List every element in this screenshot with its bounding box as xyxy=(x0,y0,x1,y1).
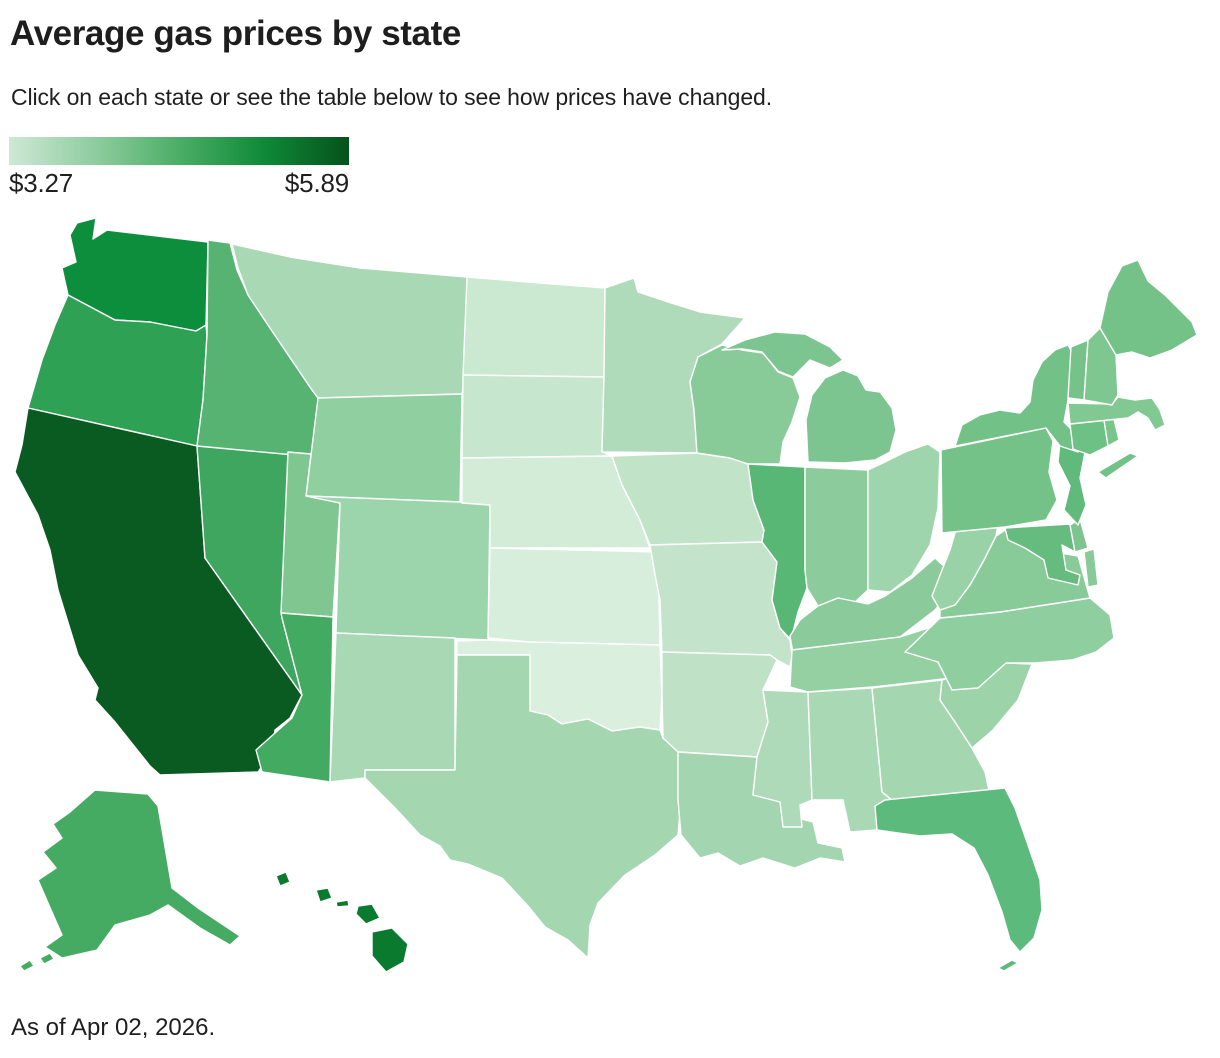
page-subtitle: Click on each state or see the table bel… xyxy=(11,84,773,110)
state-wisconsin[interactable] xyxy=(689,344,801,465)
legend-max-label: $5.89 xyxy=(284,168,349,198)
legend-min-label: $3.27 xyxy=(9,168,74,198)
state-south-dakota[interactable] xyxy=(461,374,613,459)
state-connecticut[interactable] xyxy=(1069,419,1109,456)
state-hawaii[interactable] xyxy=(275,871,409,973)
state-alaska[interactable] xyxy=(19,789,241,972)
state-texas[interactable] xyxy=(364,654,682,959)
state-arkansas[interactable] xyxy=(661,651,778,758)
state-florida[interactable] xyxy=(874,787,1043,972)
color-scale-gradient xyxy=(9,137,349,165)
color-scale-labels: $3.27 $5.89 xyxy=(9,168,349,198)
state-wyoming[interactable] xyxy=(305,393,463,503)
state-new-york[interactable] xyxy=(954,344,1139,479)
state-missouri[interactable] xyxy=(649,541,793,668)
state-maine[interactable] xyxy=(1099,259,1198,359)
as-of-date: As of Apr 02, 2026. xyxy=(11,1014,216,1041)
state-arizona[interactable] xyxy=(255,612,334,783)
state-ohio[interactable] xyxy=(867,443,941,593)
state-massachusetts[interactable] xyxy=(1067,396,1166,431)
us-choropleth-map xyxy=(14,217,1198,973)
page-title: Average gas prices by state xyxy=(10,14,461,53)
state-kentucky[interactable] xyxy=(789,557,953,654)
state-indiana[interactable] xyxy=(804,466,869,607)
state-new-mexico[interactable] xyxy=(329,632,456,783)
state-kansas[interactable] xyxy=(487,547,661,646)
state-north-dakota[interactable] xyxy=(462,276,606,378)
state-pennsylvania[interactable] xyxy=(940,427,1058,534)
state-michigan[interactable] xyxy=(721,331,897,464)
